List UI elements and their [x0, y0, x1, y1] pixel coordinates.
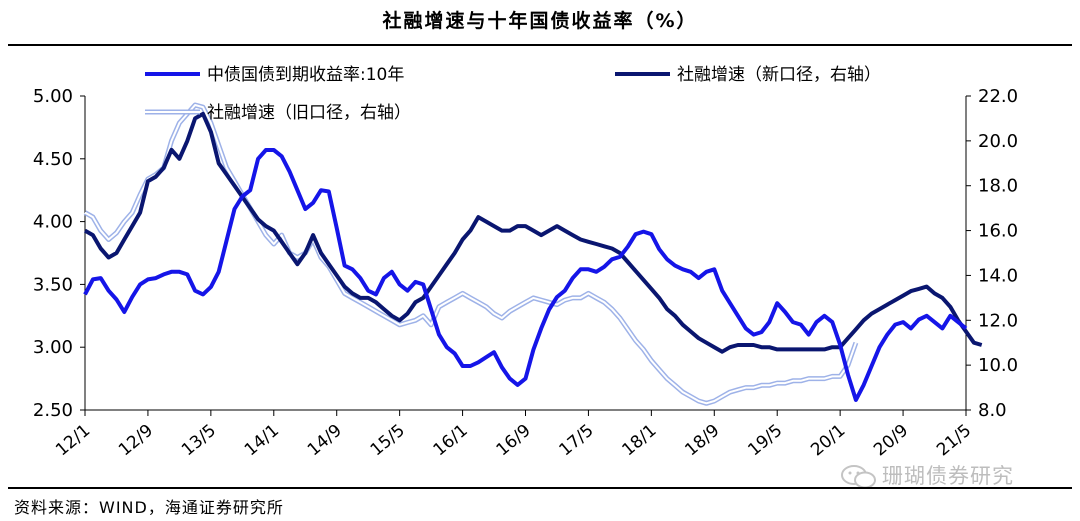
left-tick-label: 3.50: [33, 274, 73, 295]
chart-title: 社融增速与十年国债收益率（%）: [382, 10, 698, 32]
x-tick-label: 14/1: [241, 421, 283, 461]
left-tick-label: 4.00: [33, 212, 73, 233]
right-tick-label: 14.0: [978, 265, 1018, 286]
x-tick-label: 12/1: [52, 421, 94, 461]
x-tick-label: 20/1: [807, 421, 849, 461]
source-rule: [8, 487, 1072, 489]
legend-label: 社融增速（新口径，右轴）: [677, 65, 881, 85]
left-tick-label: 3.00: [33, 337, 73, 358]
left-tick-label: 4.50: [33, 149, 73, 170]
x-tick-label: 12/9: [115, 421, 157, 461]
x-tick-label: 18/9: [681, 421, 723, 461]
legend-item-new: 社融增速（新口径，右轴）: [615, 65, 881, 85]
x-tick-label: 19/5: [744, 421, 786, 461]
legend: 中债国债到期收益率:10年 社融增速（新口径，右轴） 社融增速（旧口径，右轴）: [145, 65, 881, 123]
watermark-text: 珊瑚债券研究: [882, 464, 1014, 488]
right-tick-label: 22.0: [978, 86, 1018, 107]
right-tick-label: 16.0: [978, 221, 1018, 242]
series-group: [83, 102, 983, 406]
legend-item-old: 社融增速（旧口径，右轴）: [145, 103, 411, 123]
right-tick-label: 12.0: [978, 310, 1018, 331]
source-note: 资料来源：WIND，海通证券研究所: [14, 498, 284, 517]
legend-label: 社融增速（旧口径，右轴）: [207, 103, 411, 123]
x-tick-label: 21/5: [933, 421, 975, 461]
title-rule: [8, 44, 1072, 46]
right-tick-label: 18.0: [978, 176, 1018, 197]
x-tick-label: 18/1: [618, 421, 660, 461]
right-tick-label: 8.0: [978, 400, 1007, 421]
series-old-core: [84, 104, 857, 405]
x-tick-label: 17/5: [556, 421, 598, 461]
series-old-caliber: [83, 102, 859, 406]
series-10y-yield: [83, 148, 968, 402]
x-tick-label: 20/9: [870, 421, 912, 461]
legend-item-yield: 中债国债到期收益率:10年: [145, 65, 404, 85]
right-tick-label: 20.0: [978, 131, 1018, 152]
series-new-caliber: [84, 111, 983, 354]
left-tick-label: 5.00: [33, 86, 73, 107]
x-tick-label: 15/5: [367, 421, 409, 461]
legend-label: 中债国债到期收益率:10年: [207, 65, 404, 85]
x-tick-label: 16/9: [493, 421, 535, 461]
left-tick-label: 2.50: [33, 400, 73, 421]
right-tick-label: 10.0: [978, 355, 1018, 376]
x-tick-label: 14/9: [304, 421, 346, 461]
watermark: 珊瑚债券研究: [840, 460, 1014, 490]
x-tick-label: 13/5: [178, 421, 220, 461]
series-old-outline: [83, 102, 859, 406]
x-tick-label: 16/1: [430, 421, 472, 461]
